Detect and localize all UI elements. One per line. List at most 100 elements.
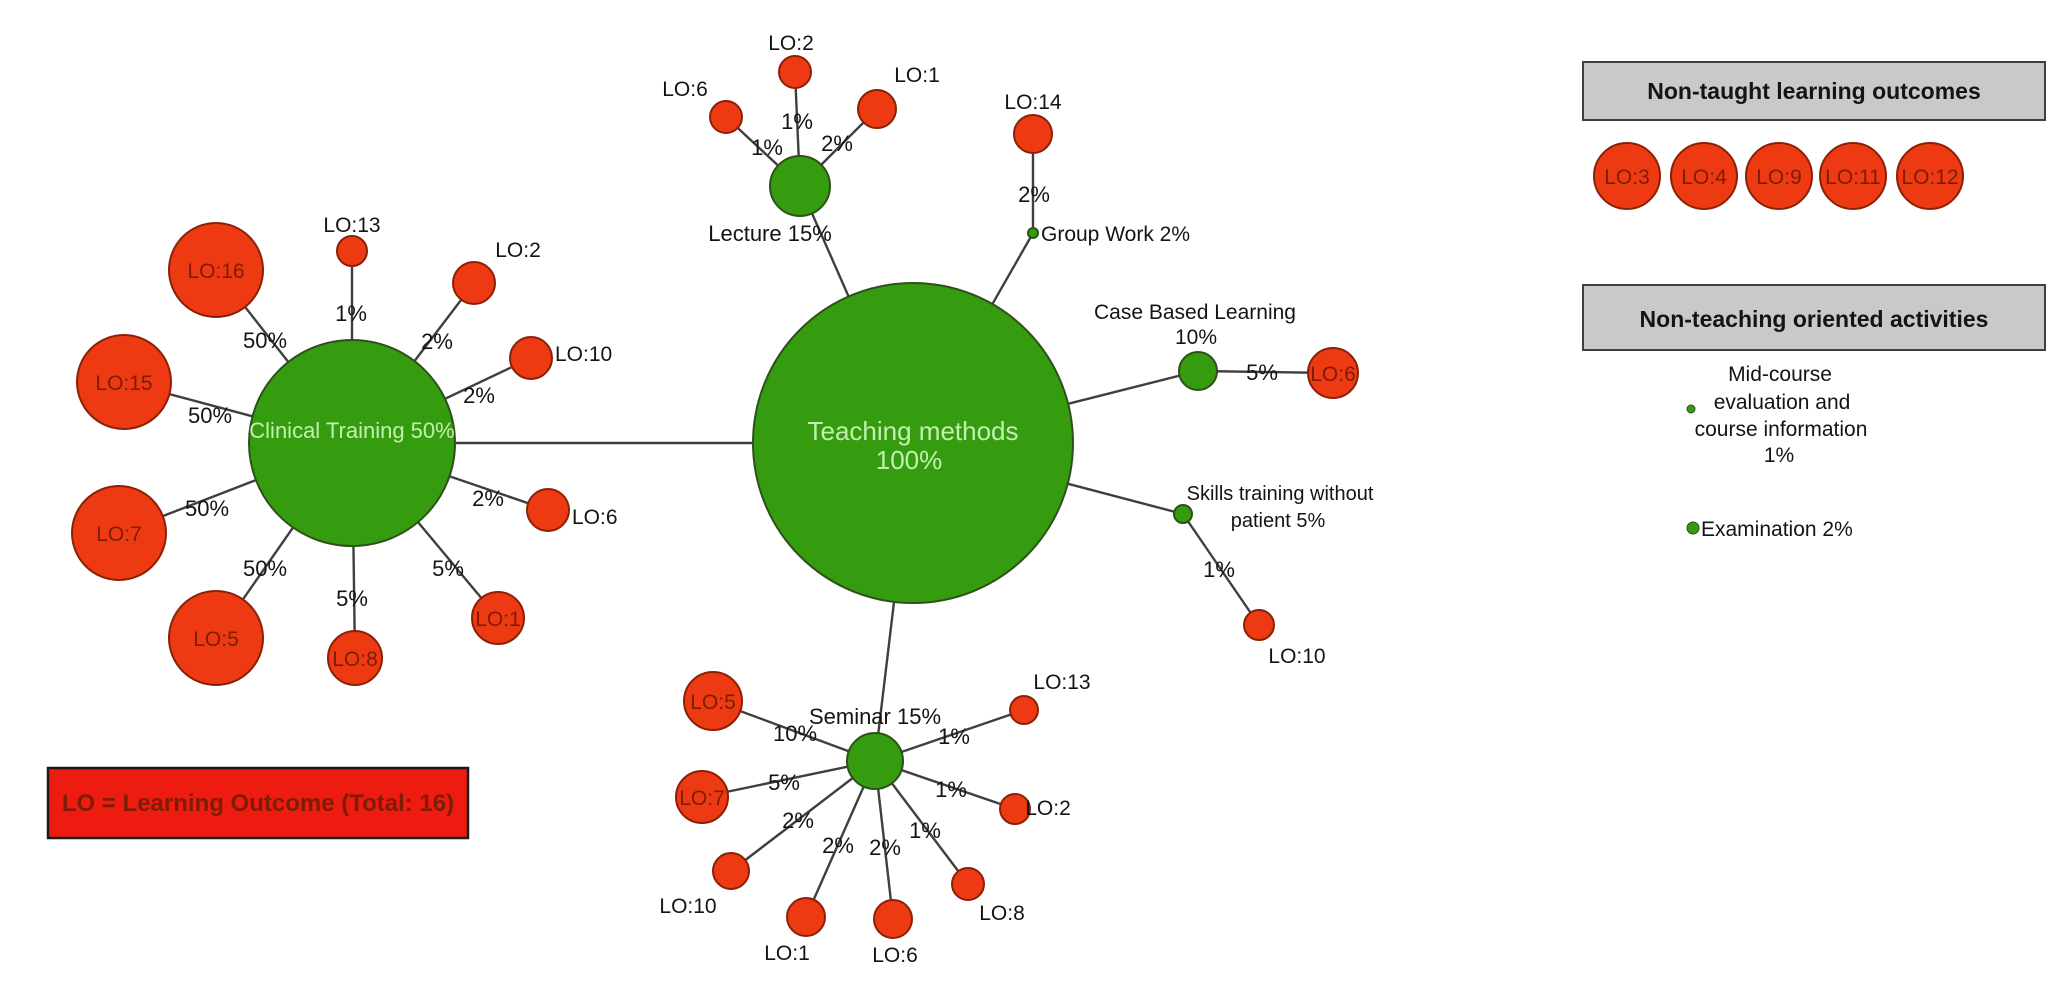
outcome-node-ct-lo7 — [71, 485, 167, 581]
outcome-node-ct-lo16 — [168, 222, 264, 318]
legend-item-mid-course-evaluation-line-1: evaluation and — [1714, 391, 1851, 414]
outcome-node-cbl-lo6 — [1307, 347, 1359, 399]
lo-note-text: LO = Learning Outcome (Total: 16) — [62, 790, 454, 817]
edge-label-lecture-lec-lo2: 1% — [781, 109, 813, 134]
activity-node-clinical-training — [248, 339, 456, 547]
legend-title-non-taught: Non-taught learning outcomes — [1647, 78, 1981, 104]
node-label-lo4: LO:4 — [1681, 166, 1727, 189]
outcome-node-sem-lo7 — [675, 770, 729, 824]
node-label-seminar: Seminar 15% — [809, 704, 941, 729]
activity-node-skills-training — [1173, 504, 1193, 524]
node-label-teaching-methods-1: 100% — [876, 445, 943, 475]
edge-label-seminar-sem-lo8: 1% — [909, 818, 941, 843]
activity-dot-examination — [1686, 521, 1700, 535]
outcome-node-lo9 — [1745, 142, 1813, 210]
outcome-node-ct-lo1 — [471, 591, 525, 645]
node-label-gw-lo14: LO:14 — [1004, 91, 1062, 114]
node-label-skills-training-0: Skills training without — [1187, 483, 1374, 505]
node-label-lo12: LO:12 — [1901, 166, 1958, 189]
node-label-sem-lo1: LO:1 — [764, 942, 810, 965]
node-label-ct-lo10: LO:10 — [555, 343, 612, 366]
node-label-sem-lo6: LO:6 — [872, 944, 918, 967]
edge-label-seminar-sem-lo10: 2% — [782, 808, 814, 833]
edge-label-seminar-sem-lo1: 2% — [822, 833, 854, 858]
outcome-node-lec-lo6 — [709, 100, 743, 134]
node-label-lec-lo1: LO:1 — [894, 64, 940, 87]
edge-label-seminar-sem-lo5: 10% — [773, 721, 817, 746]
edge-label-clinical-training-ct-lo15: 50% — [188, 403, 232, 428]
edge-label-clinical-training-ct-lo13: 1% — [335, 301, 367, 326]
activity-node-teaching-methods — [752, 282, 1074, 604]
legend-header-box-non-taught — [1582, 61, 2046, 121]
activity-dot-mid-course-evaluation — [1686, 404, 1696, 414]
node-label-ct-lo5: LO:5 — [193, 628, 239, 651]
node-label-sem-lo10: LO:10 — [659, 895, 716, 918]
node-label-clinical-training: Clinical Training 50% — [249, 418, 454, 443]
node-label-sem-lo2: LO:2 — [1025, 797, 1071, 820]
legend-item-examination-line-0: Examination 2% — [1701, 518, 1853, 541]
node-label-ct-lo7: LO:7 — [96, 523, 142, 546]
edge-label-clinical-training-ct-lo2: 2% — [421, 329, 453, 354]
edge-label-clinical-training-ct-lo16: 50% — [243, 328, 287, 353]
node-label-lo9: LO:9 — [1756, 166, 1802, 189]
edge-label-seminar-sem-lo7: 5% — [768, 770, 800, 795]
node-label-case-based-learning-0: Case Based Learning — [1094, 301, 1296, 324]
node-label-ct-lo16: LO:16 — [187, 260, 244, 283]
node-label-ct-lo13: LO:13 — [323, 214, 380, 237]
node-label-group-work: Group Work 2% — [1041, 223, 1190, 246]
edge-label-clinical-training-ct-lo7: 50% — [185, 496, 229, 521]
activity-node-seminar — [846, 732, 904, 790]
legend-title-non-teaching: Non-teaching oriented activities — [1640, 306, 1989, 332]
edge-label-case-based-learning-cbl-lo6: 5% — [1246, 360, 1278, 385]
outcome-node-ct-lo13 — [336, 235, 368, 267]
outcome-node-lec-lo2 — [778, 55, 812, 89]
edge-label-skills-training-sk-lo10: 1% — [1203, 557, 1235, 582]
node-label-teaching-methods-0: Teaching methods — [807, 416, 1018, 446]
node-label-ct-lo2: LO:2 — [495, 239, 541, 262]
node-label-lecture: Lecture 15% — [708, 221, 832, 246]
edge-label-group-work-gw-lo14: 2% — [1018, 182, 1050, 207]
legend-item-mid-course-evaluation-line-2: course information — [1695, 418, 1868, 441]
node-label-sem-lo7: LO:7 — [679, 787, 725, 810]
node-label-ct-lo1: LO:1 — [475, 608, 521, 631]
node-label-lo3: LO:3 — [1604, 166, 1650, 189]
outcome-node-lo4 — [1670, 142, 1738, 210]
legend-header-box-non-teaching — [1582, 284, 2046, 351]
edge-seminar-sem-lo10 — [730, 760, 876, 872]
node-label-sem-lo8: LO:8 — [979, 902, 1025, 925]
outcome-node-lo12 — [1896, 142, 1964, 210]
node-label-ct-lo8: LO:8 — [332, 648, 378, 671]
edge-label-lecture-lec-lo6: 1% — [751, 135, 783, 160]
node-label-lec-lo6: LO:6 — [662, 78, 708, 101]
edge-label-clinical-training-ct-lo6: 2% — [472, 486, 504, 511]
outcome-node-ct-lo2 — [452, 261, 496, 305]
edge-label-clinical-training-ct-lo1: 5% — [432, 556, 464, 581]
activity-node-group-work — [1027, 227, 1039, 239]
node-label-ct-lo15: LO:15 — [95, 372, 152, 395]
node-label-sk-lo10: LO:10 — [1268, 645, 1325, 668]
outcome-node-ct-lo5 — [168, 590, 264, 686]
activity-node-case-based-learning — [1178, 351, 1218, 391]
outcome-node-ct-lo15 — [76, 334, 172, 430]
node-label-sem-lo5: LO:5 — [690, 691, 736, 714]
legend-item-mid-course-evaluation-line-0: Mid-course — [1728, 363, 1832, 386]
outcome-node-lec-lo1 — [857, 89, 897, 129]
edge-label-seminar-sem-lo6: 2% — [869, 835, 901, 860]
edge-skills-training-sk-lo10 — [1182, 513, 1260, 626]
outcome-node-gw-lo14 — [1013, 114, 1053, 154]
outcome-node-sem-lo8 — [951, 867, 985, 901]
node-label-lo11: LO:11 — [1825, 166, 1881, 189]
outcome-node-sem-lo2 — [999, 793, 1031, 825]
outcome-node-sem-lo13 — [1009, 695, 1039, 725]
activity-node-lecture — [769, 155, 831, 217]
edge-label-clinical-training-ct-lo10: 2% — [463, 383, 495, 408]
lo-note-box — [46, 766, 470, 840]
edge-label-clinical-training-ct-lo8: 5% — [336, 586, 368, 611]
node-label-lec-lo2: LO:2 — [768, 32, 814, 55]
outcome-node-ct-lo8 — [327, 630, 383, 686]
node-label-case-based-learning-1: 10% — [1175, 326, 1217, 349]
edge-seminar-sem-lo7 — [701, 759, 876, 799]
edge-label-seminar-sem-lo2: 1% — [935, 777, 967, 802]
